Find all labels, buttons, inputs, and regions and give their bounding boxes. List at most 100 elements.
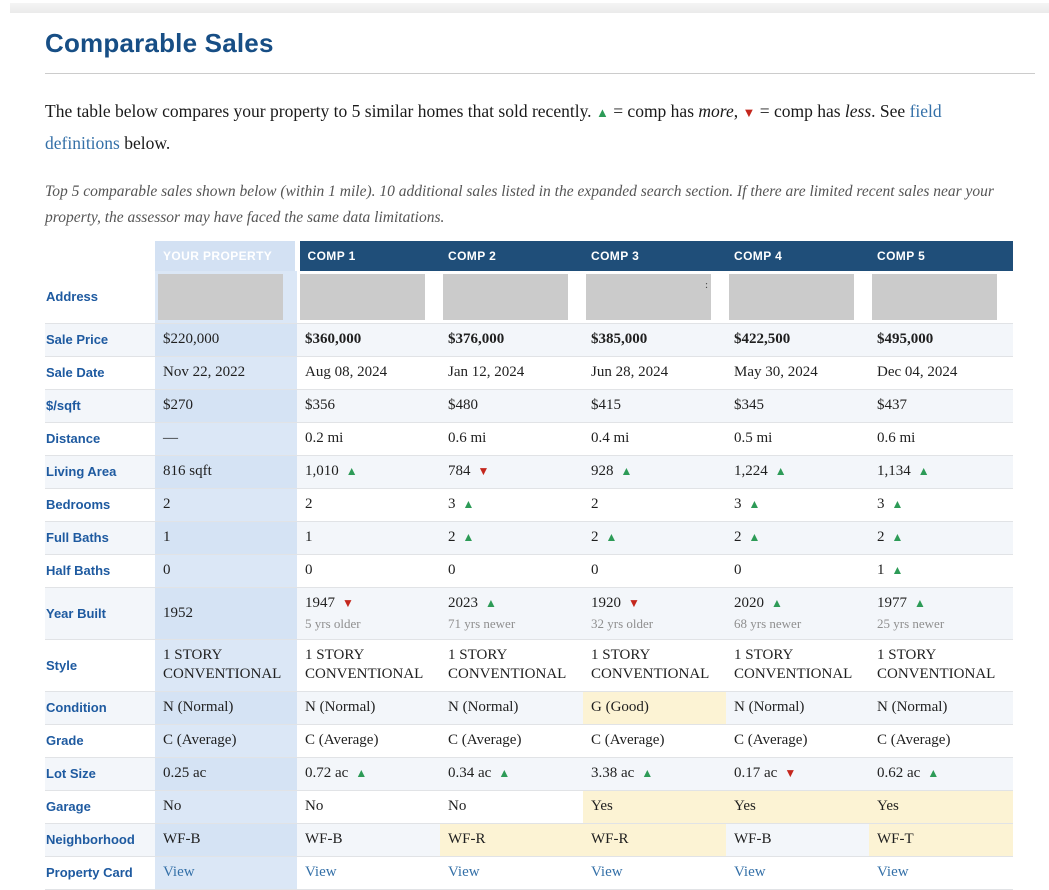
up-triangle-icon: ▲	[774, 464, 787, 478]
row-label: Full Baths	[45, 521, 155, 555]
comp-1-bedrooms-cell: 2	[297, 488, 440, 522]
cell-value: 1920	[591, 595, 621, 611]
cell-value: Aug 08, 2024	[305, 364, 388, 380]
comp-2-grade-cell: C (Average)	[440, 724, 583, 758]
comp-3-lot-size-cell: 3.38 ac ▲	[583, 757, 726, 791]
intro-text: below.	[119, 133, 171, 153]
table-row-bedrooms: Bedrooms 2 2 3 ▲ 2 3 ▲ 3 ▲	[45, 488, 1013, 522]
redacted-address-box	[872, 274, 997, 320]
row-label: Garage	[45, 790, 155, 824]
up-triangle-icon: ▲	[748, 530, 761, 544]
cell-value: $270	[163, 397, 193, 413]
cell-value: $415	[591, 397, 621, 413]
comp-1-full-baths-cell: 1	[297, 521, 440, 555]
table-row-distance: Distance — 0.2 mi 0.6 mi 0.4 mi 0.5 mi 0.6 mi	[45, 422, 1013, 456]
cell-value: 1	[305, 529, 313, 545]
comp-2-sale-date-cell: Jan 12, 2024	[440, 356, 583, 390]
comp-5-property-card-cell: View	[869, 856, 1013, 890]
table-row-garage: Garage No No No Yes Yes Yes	[45, 790, 1013, 824]
comp-5-grade-cell: C (Average)	[869, 724, 1013, 758]
your-property-sale-date-cell: Nov 22, 2022	[155, 356, 297, 390]
cell-value: 0.6 mi	[877, 430, 916, 446]
cell-value: C (Average)	[163, 732, 237, 748]
cell-value: 3	[734, 496, 742, 512]
your-property-style-cell: 1 STORY CONVENTIONAL	[155, 639, 297, 692]
cell-value: $356	[305, 397, 335, 413]
up-triangle-icon: ▲	[355, 766, 368, 780]
cell-value: 0	[734, 562, 742, 578]
comp-1-property-card-cell: View	[297, 856, 440, 890]
comp-2-sale-price-cell: $376,000	[440, 323, 583, 357]
comparable-sales-table: YOUR PROPERTY COMP 1 COMP 2 COMP 3 COMP 4 COM…	[45, 241, 1013, 890]
comp-4-living-area-cell: 1,224 ▲	[726, 455, 869, 489]
comp-5-column-header: COMP 5	[869, 241, 1013, 271]
comp-5--sqft-cell: $437	[869, 389, 1013, 423]
cell-value: Yes	[877, 798, 899, 814]
comp-3-year-built-cell: 1920 ▼ 32 yrs older	[583, 587, 726, 640]
cell-value: 1 STORY CONVENTIONAL	[591, 647, 710, 682]
your-property-column-header: YOUR PROPERTY	[155, 241, 300, 271]
year-difference-note: 25 yrs newer	[877, 616, 945, 631]
cell-value: No	[305, 798, 324, 814]
cell-value: 1 STORY CONVENTIONAL	[163, 647, 282, 682]
view-property-card-link[interactable]: View	[877, 864, 909, 880]
view-property-card-link[interactable]: View	[448, 864, 480, 880]
cell-value: 1	[877, 562, 885, 578]
comp-5-sale-price-cell: $495,000	[869, 323, 1013, 357]
comp-5-full-baths-cell: 2 ▲	[869, 521, 1013, 555]
view-property-card-link[interactable]: View	[163, 864, 195, 880]
search-scope-note: Top 5 comparable sales shown below (with…	[45, 183, 994, 226]
cell-value: 3	[448, 496, 456, 512]
cell-value: 2	[305, 496, 313, 512]
comp-1-lot-size-cell: 0.72 ac ▲	[297, 757, 440, 791]
intro-emphasis-text: more	[698, 101, 734, 121]
row-label: Sale Price	[45, 323, 155, 357]
comp-5-sale-date-cell: Dec 04, 2024	[869, 356, 1013, 390]
view-property-card-link[interactable]: View	[305, 864, 337, 880]
comp-4-sale-price-cell: $422,500	[726, 323, 869, 357]
your-property-full-baths-cell: 1	[155, 521, 297, 555]
comp-1-sale-price-cell: $360,000	[297, 323, 440, 357]
view-property-card-link[interactable]: View	[591, 864, 623, 880]
cell-value: $480	[448, 397, 478, 413]
comp-2-property-card-cell: View	[440, 856, 583, 890]
down-triangle-icon: ▼	[477, 464, 490, 478]
cell-value: WF-R	[448, 831, 486, 847]
cell-value: 0.6 mi	[448, 430, 487, 446]
up-triangle-icon: ▲	[462, 497, 475, 511]
cell-value: 1 STORY CONVENTIONAL	[448, 647, 567, 682]
cell-value: $422,500	[734, 331, 791, 347]
up-triangle-icon: ▲	[927, 766, 940, 780]
your-property--sqft-cell: $270	[155, 389, 297, 423]
comp-2-full-baths-cell: 2 ▲	[440, 521, 583, 555]
comp-1--sqft-cell: $356	[297, 389, 440, 423]
cell-value: C (Average)	[591, 732, 665, 748]
cell-value: 0.17 ac	[734, 765, 778, 781]
view-property-card-link[interactable]: View	[734, 864, 766, 880]
cell-value: 0.62 ac	[877, 765, 921, 781]
table-row-property-card: Property Card View View View View View View	[45, 856, 1013, 890]
comp-1-grade-cell: C (Average)	[297, 724, 440, 758]
comp-5-bedrooms-cell: 3 ▲	[869, 488, 1013, 522]
cell-value: C (Average)	[448, 732, 522, 748]
row-label: Condition	[45, 691, 155, 725]
comp-4-lot-size-cell: 0.17 ac ▼	[726, 757, 869, 791]
redacted-address-box	[158, 274, 283, 320]
page-title: Comparable Sales	[45, 28, 274, 58]
field-definitions-link[interactable]: field definitions	[45, 101, 942, 153]
cell-value: 784	[448, 463, 471, 479]
comp-3-full-baths-cell: 2 ▲	[583, 521, 726, 555]
comparable-sales-page: Comparable Sales The table below compare…	[10, 3, 1049, 890]
comp-3-half-baths-cell: 0	[583, 554, 726, 588]
up-triangle-icon: ▲	[891, 563, 904, 577]
table-row--sqft: $/sqft $270 $356 $480 $415 $345 $437	[45, 389, 1013, 423]
table-row-style: Style 1 STORY CONVENTIONAL 1 STORY CONVENT…	[45, 639, 1013, 692]
comp-2-living-area-cell: 784 ▼	[440, 455, 583, 489]
table-header: YOUR PROPERTY COMP 1 COMP 2 COMP 3 COMP 4 COM…	[45, 241, 1013, 271]
cell-value: N (Normal)	[163, 699, 234, 715]
cell-value: $385,000	[591, 331, 648, 347]
year-difference-note: 5 yrs older	[305, 616, 361, 631]
table-row-address: Address:	[45, 271, 1013, 324]
cell-value: $437	[877, 397, 907, 413]
up-triangle-icon: ▲	[891, 497, 904, 511]
